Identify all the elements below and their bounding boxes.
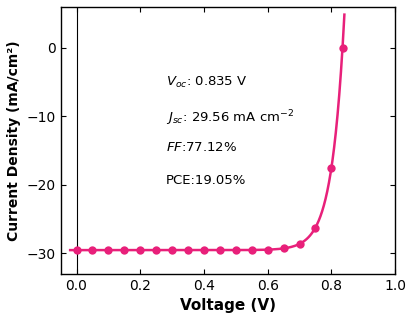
Text: $J_{sc}$: 29.56 mA cm$^{-2}$: $J_{sc}$: 29.56 mA cm$^{-2}$ — [166, 108, 294, 128]
Y-axis label: Current Density (mA/cm²): Current Density (mA/cm²) — [7, 40, 21, 241]
Text: $\mathit{FF}$:77.12%: $\mathit{FF}$:77.12% — [166, 141, 237, 154]
Text: $V_{oc}$: 0.835 V: $V_{oc}$: 0.835 V — [166, 75, 247, 91]
Text: PCE:19.05%: PCE:19.05% — [166, 174, 246, 187]
X-axis label: Voltage (V): Voltage (V) — [180, 298, 276, 313]
